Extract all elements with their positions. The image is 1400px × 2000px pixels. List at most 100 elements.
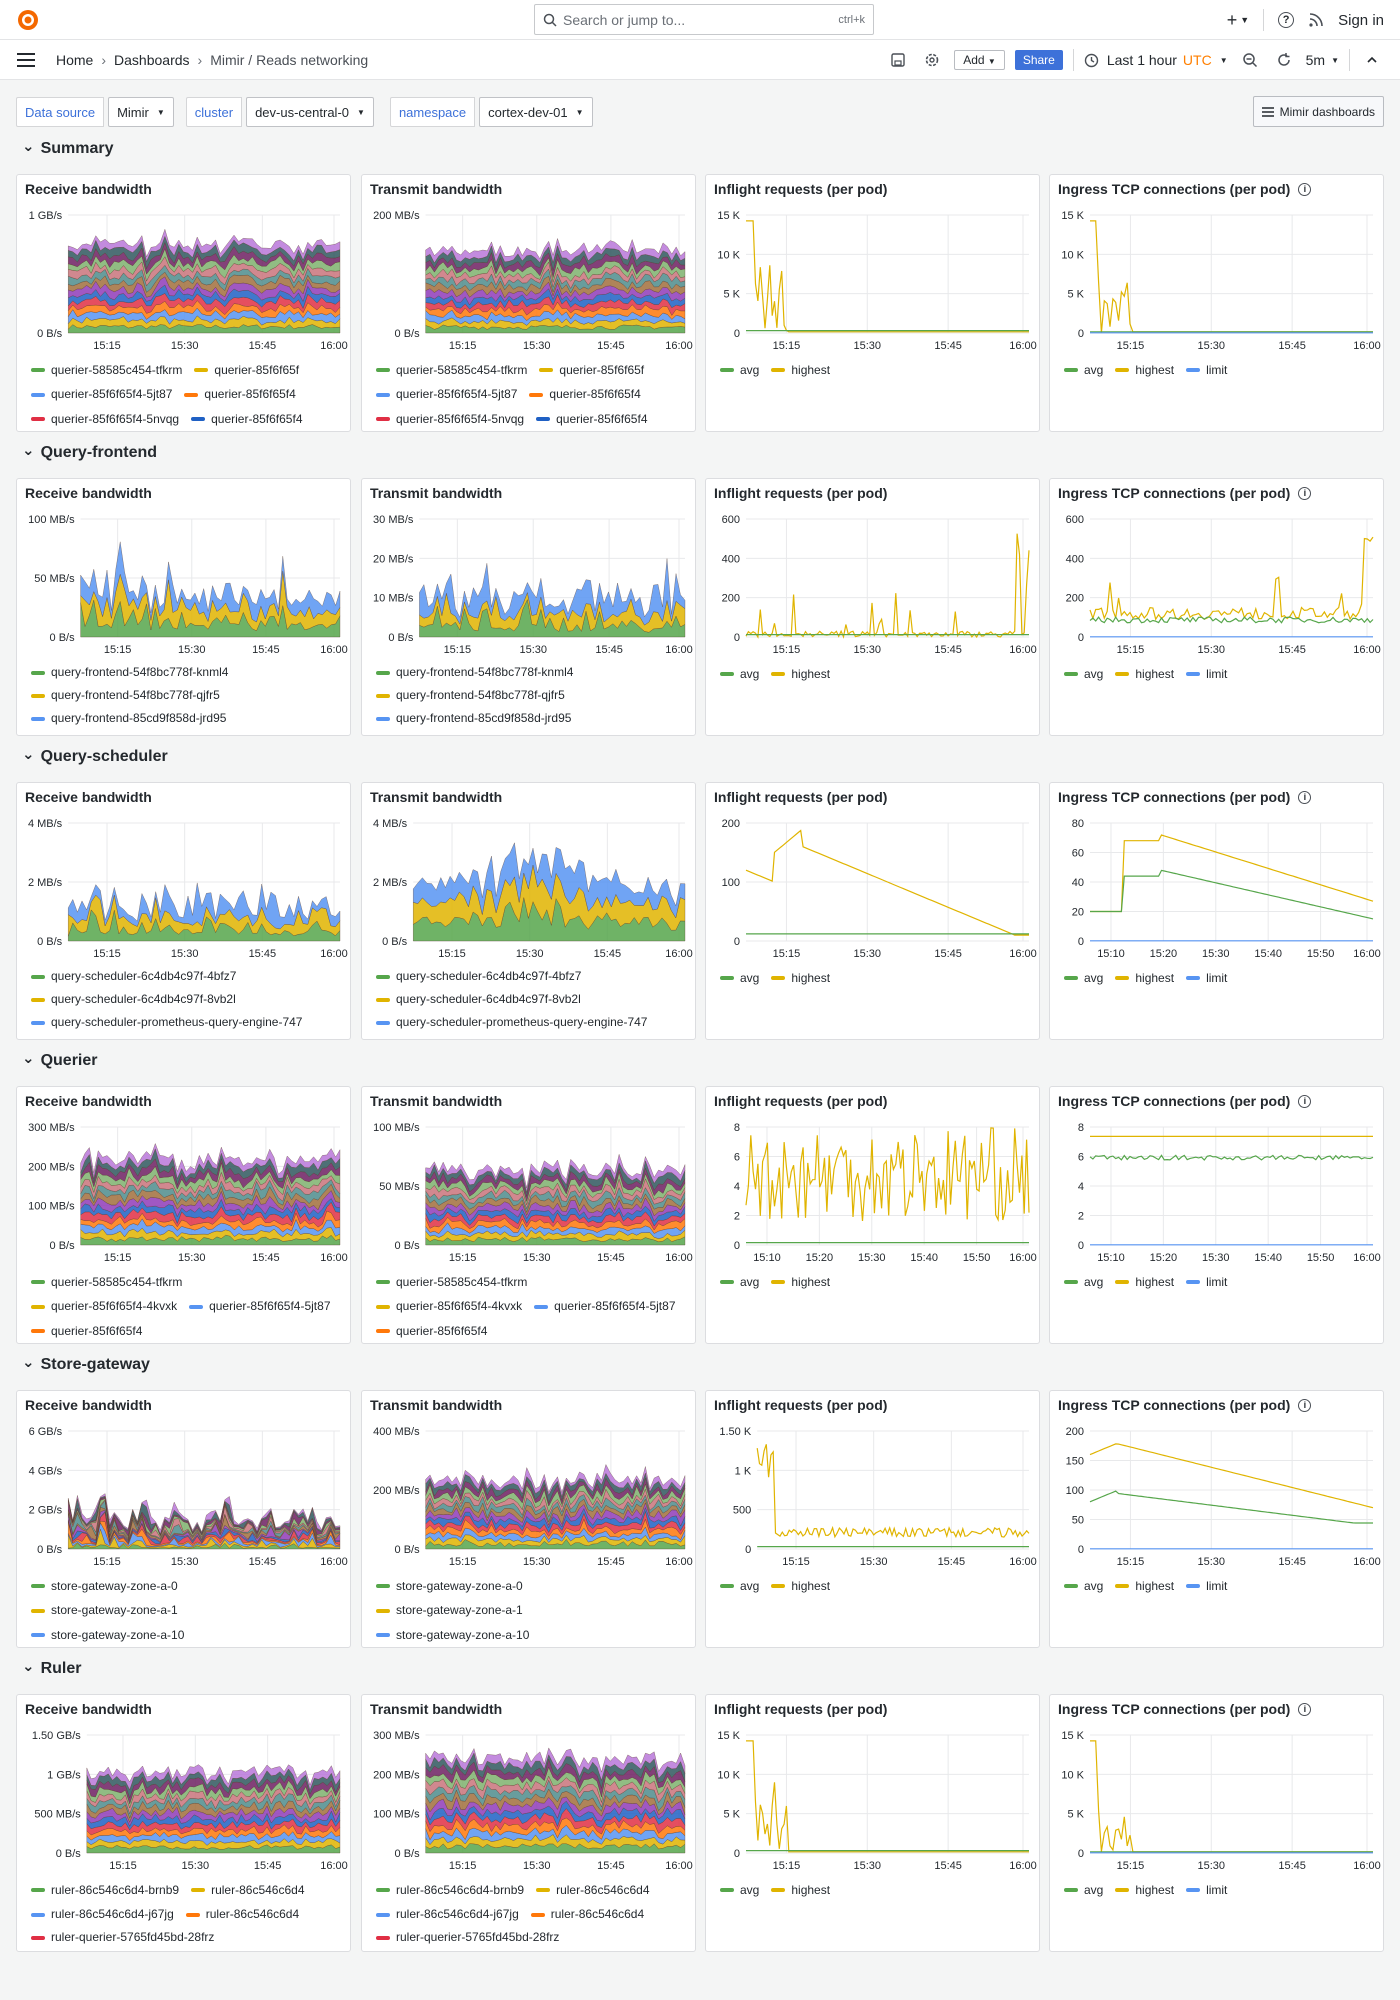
legend-item[interactable]: highest [771, 359, 830, 382]
breadcrumb-home[interactable]: Home [56, 52, 94, 68]
namespace-variable-select[interactable]: cortex-dev-01 ▼ [479, 97, 593, 127]
legend-item[interactable]: highest [771, 1879, 830, 1902]
panel-receive[interactable]: Receive bandwidth 1 GB/s 0 B/s 15:15 15:30 15… [16, 174, 351, 432]
mimir-dashboards-button[interactable]: Mimir dashboards [1252, 96, 1384, 127]
panel-receive[interactable]: Receive bandwidth 6 GB/s 4 GB/s 2 GB/s 0 B/s… [16, 1390, 351, 1648]
refresh-button[interactable] [1272, 48, 1296, 72]
legend-item[interactable]: querier-85f6f65f4-5jt87 [31, 383, 172, 406]
info-icon[interactable]: i [1298, 1094, 1312, 1108]
legend-item[interactable]: query-frontend-54f8bc778f-qjfr5 [31, 684, 334, 707]
legend-item[interactable]: ruler-86c546c6d4 [530, 1903, 644, 1926]
legend-item[interactable]: avg [720, 1879, 759, 1902]
legend-item[interactable]: store-gateway-zone-a-1 [376, 1599, 523, 1622]
help-button[interactable]: ? [1278, 12, 1295, 28]
legend-item[interactable]: highest [771, 663, 830, 686]
legend-item[interactable]: limit [1186, 1271, 1227, 1294]
refresh-interval-picker[interactable]: 5m ▼ [1306, 52, 1339, 68]
legend-item[interactable]: ruler-querier-5765fd45bd-28frz [31, 1926, 334, 1949]
info-icon[interactable]: i [1298, 182, 1312, 196]
legend-item[interactable]: highest [1115, 663, 1174, 686]
panel-transmit[interactable]: Transmit bandwidth 30 MB/s 20 MB/s 10 MB/s 0… [361, 478, 696, 736]
panel-receive[interactable]: Receive bandwidth 100 MB/s 50 MB/s 0 B/s 15:… [16, 478, 351, 736]
legend-item[interactable]: limit [1186, 1879, 1227, 1902]
panel-receive[interactable]: Receive bandwidth 1.50 GB/s 1 GB/s 500 MB/s… [16, 1694, 351, 1952]
legend-item[interactable]: ruler-86c546c6d4-j67jg [376, 1903, 519, 1926]
legend-item[interactable]: store-gateway-zone-a-1 [31, 1599, 178, 1622]
info-icon[interactable]: i [1298, 1398, 1312, 1412]
datasource-variable-select[interactable]: Mimir ▼ [108, 97, 174, 127]
legend-item[interactable]: querier-58585c454-tfkrm [376, 1271, 527, 1294]
time-picker-button[interactable]: Last 1 hour UTC ▼ [1084, 52, 1228, 68]
legend-item[interactable]: avg [1064, 1879, 1103, 1902]
legend-item[interactable]: highest [1115, 1271, 1174, 1294]
info-icon[interactable]: i [1298, 486, 1312, 500]
panel-receive[interactable]: Receive bandwidth 300 MB/s 200 MB/s 100 MB/… [16, 1086, 351, 1344]
panel-inflight[interactable]: Inflight requests (per pod) 200 100 0 15:15 1… [705, 782, 1040, 1040]
legend-item[interactable]: querier-85f6f65f4-5jt87 [189, 1295, 331, 1318]
breadcrumb-dashboards[interactable]: Dashboards [114, 52, 190, 68]
panel-tcp[interactable]: Ingress TCP connections (per pod) i 8 6 4 2 0 1… [1049, 1086, 1384, 1344]
legend-item[interactable]: ruler-86c546c6d4 [185, 1903, 299, 1926]
panel-tcp[interactable]: Ingress TCP connections (per pod) i 15 K 10… [1049, 1694, 1384, 1952]
legend-item[interactable]: querier-85f6f65f4 [529, 383, 641, 406]
legend-item[interactable]: query-scheduler-6c4db4c97f-4bfz7 [376, 965, 679, 988]
legend-item[interactable]: querier-85f6f65f4 [191, 408, 303, 430]
panel-transmit[interactable]: Transmit bandwidth 100 MB/s 50 MB/s 0 B/s 15… [361, 1086, 696, 1344]
share-button[interactable]: Share [1014, 50, 1063, 70]
legend-item[interactable]: ruler-querier-5765fd45bd-28frz [376, 1926, 679, 1949]
grafana-logo-icon[interactable] [16, 8, 40, 32]
legend-item[interactable]: query-frontend-85cd9f858d-jrd95 [31, 707, 334, 730]
legend-item[interactable]: query-frontend-54f8bc778f-knml4 [31, 661, 334, 684]
legend-item[interactable]: querier-58585c454-tfkrm [376, 359, 527, 382]
legend-item[interactable]: highest [771, 1575, 830, 1598]
legend-item[interactable]: querier-85f6f65f4-5jt87 [376, 383, 517, 406]
legend-item[interactable]: querier-58585c454-tfkrm [31, 1271, 182, 1294]
panel-transmit[interactable]: Transmit bandwidth 300 MB/s 200 MB/s 100 MB… [361, 1694, 696, 1952]
legend-item[interactable]: querier-85f6f65f4-5nvqg [31, 408, 179, 430]
sign-in-link[interactable]: Sign in [1338, 11, 1384, 29]
legend-item[interactable]: querier-85f6f65f4-4kvxk [31, 1295, 177, 1318]
legend-item[interactable]: store-gateway-zone-a-10 [376, 1624, 529, 1646]
legend-item[interactable]: querier-85f6f65f4-4kvxk [376, 1295, 522, 1318]
panel-transmit[interactable]: Transmit bandwidth 4 MB/s 2 MB/s 0 B/s 15:15… [361, 782, 696, 1040]
legend-item[interactable]: querier-85f6f65f4 [536, 408, 648, 430]
new-menu-button[interactable]: + ▼ [1227, 10, 1249, 31]
cluster-variable-select[interactable]: dev-us-central-0 ▼ [246, 97, 374, 127]
legend-item[interactable]: store-gateway-zone-a-0 [31, 1575, 178, 1598]
row-title-summary[interactable]: ⌄ Summary [22, 138, 114, 158]
panel-inflight[interactable]: Inflight requests (per pod) 600 400 200 0 15:… [705, 478, 1040, 736]
legend-item[interactable]: avg [720, 1271, 759, 1294]
legend-item[interactable]: avg [1064, 1271, 1103, 1294]
legend-item[interactable]: query-scheduler-6c4db4c97f-4bfz7 [31, 965, 334, 988]
legend-item[interactable]: querier-85f6f65f4-5jt87 [534, 1295, 676, 1318]
legend-item[interactable]: avg [720, 1575, 759, 1598]
legend-item[interactable]: avg [1064, 1575, 1103, 1598]
row-title-query-scheduler[interactable]: ⌄ Query-scheduler [22, 746, 168, 766]
panel-tcp[interactable]: Ingress TCP connections (per pod) i 80 60 40… [1049, 782, 1384, 1040]
panel-inflight[interactable]: Inflight requests (per pod) 8 6 4 2 0 15:10 15:… [705, 1086, 1040, 1344]
legend-item[interactable]: querier-85f6f65f4 [184, 383, 296, 406]
legend-item[interactable]: ruler-86c546c6d4-brnb9 [376, 1879, 524, 1902]
zoom-out-button[interactable] [1238, 48, 1262, 72]
legend-item[interactable]: limit [1186, 967, 1227, 990]
panel-inflight[interactable]: Inflight requests (per pod) 1.50 K 1 K 500 0… [705, 1390, 1040, 1648]
panel-receive[interactable]: Receive bandwidth 4 MB/s 2 MB/s 0 B/s 15:15 1… [16, 782, 351, 1040]
legend-item[interactable]: query-frontend-85cd9f858d-jrd95 [376, 707, 679, 730]
legend-item[interactable]: query-scheduler-prometheus-query-engine-… [376, 1011, 679, 1034]
search-input[interactable]: Search or jump to... ctrl+k [534, 4, 874, 35]
legend-item[interactable]: querier-85f6f65f4-5nvqg [376, 408, 524, 430]
legend-item[interactable]: query-scheduler-prometheus-query-engine-… [31, 1011, 334, 1034]
row-title-querier[interactable]: ⌄ Querier [22, 1050, 98, 1070]
legend-item[interactable]: query-scheduler-6c4db4c97f-8vb2l [31, 988, 334, 1011]
info-icon[interactable]: i [1298, 790, 1312, 804]
legend-item[interactable]: querier-58585c454-tfkrm [31, 359, 182, 382]
legend-item[interactable]: limit [1186, 1575, 1227, 1598]
settings-button[interactable] [920, 48, 944, 72]
legend-item[interactable]: avg [1064, 967, 1103, 990]
add-button[interactable]: Add ▼ [954, 50, 1005, 70]
row-title-ruler[interactable]: ⌄ Ruler [22, 1658, 81, 1678]
panel-tcp[interactable]: Ingress TCP connections (per pod) i 200 150… [1049, 1390, 1384, 1648]
rss-icon[interactable] [1308, 12, 1324, 28]
legend-item[interactable]: avg [720, 967, 759, 990]
